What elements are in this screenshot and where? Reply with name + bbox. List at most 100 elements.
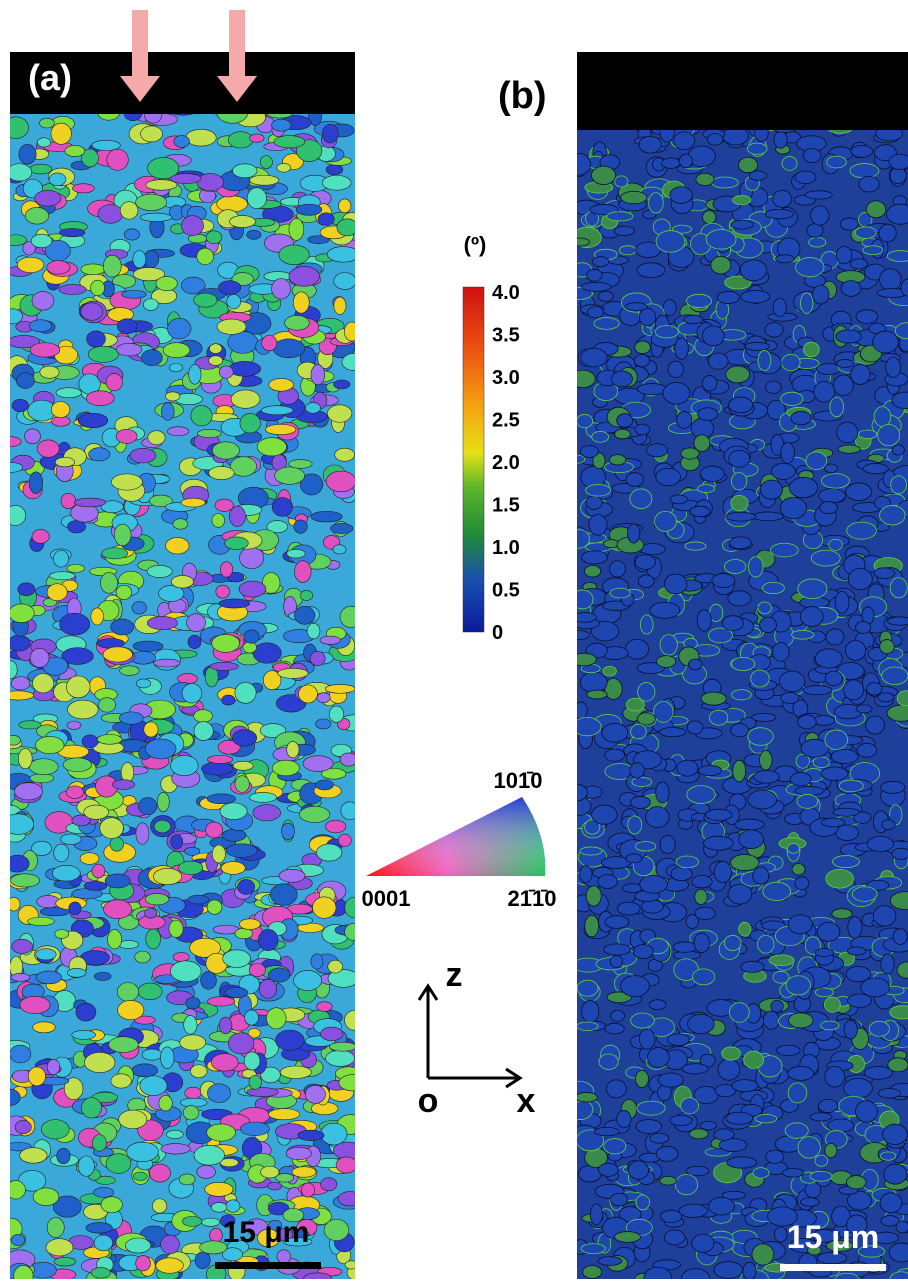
grain <box>211 1202 228 1213</box>
grain <box>602 665 617 677</box>
grain <box>137 982 163 1000</box>
grain <box>153 819 171 834</box>
grain <box>10 1044 32 1064</box>
grain <box>60 833 82 845</box>
grain <box>729 1002 750 1023</box>
grain <box>14 1120 32 1135</box>
grain <box>840 280 862 297</box>
grain <box>614 175 629 188</box>
grain <box>184 1086 202 1100</box>
grain <box>234 928 253 940</box>
grain <box>696 609 712 632</box>
grain <box>48 172 67 187</box>
grain <box>795 753 810 769</box>
grain <box>780 1098 799 1113</box>
grain <box>577 717 602 737</box>
grain <box>705 229 737 250</box>
grain <box>320 1122 348 1146</box>
grain <box>879 1192 903 1214</box>
grain <box>802 148 822 163</box>
grain <box>662 381 691 405</box>
grain <box>22 241 36 256</box>
grain <box>266 1007 287 1030</box>
grain <box>218 598 250 609</box>
grain <box>728 449 751 468</box>
grain <box>35 970 62 985</box>
grain <box>891 391 908 409</box>
grain <box>330 523 354 534</box>
grain <box>747 727 774 746</box>
grain <box>787 1082 808 1104</box>
grain <box>86 330 106 348</box>
grain <box>27 1066 46 1087</box>
grain <box>199 1240 228 1255</box>
grain <box>320 1026 344 1041</box>
grain <box>193 292 218 308</box>
grain <box>293 519 308 534</box>
grain <box>263 670 282 691</box>
grain <box>713 1128 735 1141</box>
grain <box>135 822 150 845</box>
grain <box>65 785 84 799</box>
grain <box>597 1256 623 1266</box>
grain <box>579 671 608 693</box>
grain <box>189 937 221 958</box>
grain <box>10 1234 26 1246</box>
grain <box>807 1245 822 1256</box>
grain <box>59 612 91 636</box>
grain <box>721 1190 746 1200</box>
grain <box>627 815 643 835</box>
grain <box>687 1013 715 1035</box>
grain <box>639 875 668 894</box>
grain <box>325 470 355 493</box>
grain <box>728 396 754 414</box>
grain <box>337 833 352 847</box>
grain <box>216 318 247 335</box>
grain <box>617 901 641 916</box>
grain <box>581 281 612 292</box>
grain <box>729 536 752 550</box>
grain <box>655 781 670 804</box>
grain <box>29 773 55 784</box>
grain <box>790 410 812 426</box>
grain <box>754 1114 778 1124</box>
grain <box>64 145 86 157</box>
grain <box>891 847 908 860</box>
grain <box>10 813 35 835</box>
grain <box>147 157 180 180</box>
grain <box>50 122 72 145</box>
grain <box>276 1249 291 1264</box>
grain <box>873 567 895 580</box>
grain <box>579 445 599 458</box>
grain <box>131 1063 158 1078</box>
grain <box>843 1019 858 1040</box>
grain <box>880 953 895 975</box>
grain <box>646 443 668 458</box>
grain <box>170 960 202 983</box>
grain <box>796 794 819 809</box>
grain <box>888 153 908 170</box>
grain <box>294 560 312 583</box>
grain <box>158 1095 173 1112</box>
grain <box>879 268 902 291</box>
grain <box>153 867 183 886</box>
grain <box>218 1016 233 1035</box>
grain <box>702 210 717 225</box>
grain <box>29 647 50 668</box>
grain <box>149 1163 171 1183</box>
grain <box>625 697 645 712</box>
grain <box>649 1132 670 1144</box>
grain <box>166 1129 184 1139</box>
grain <box>46 583 68 602</box>
grain <box>825 628 845 646</box>
grain <box>740 290 771 304</box>
grain <box>172 952 190 962</box>
grain <box>10 1180 26 1200</box>
grain <box>896 961 908 979</box>
grain <box>824 1142 838 1159</box>
grain <box>252 804 281 822</box>
grain <box>232 729 257 747</box>
grain <box>787 914 813 935</box>
grain <box>269 883 298 906</box>
grain <box>109 836 124 852</box>
